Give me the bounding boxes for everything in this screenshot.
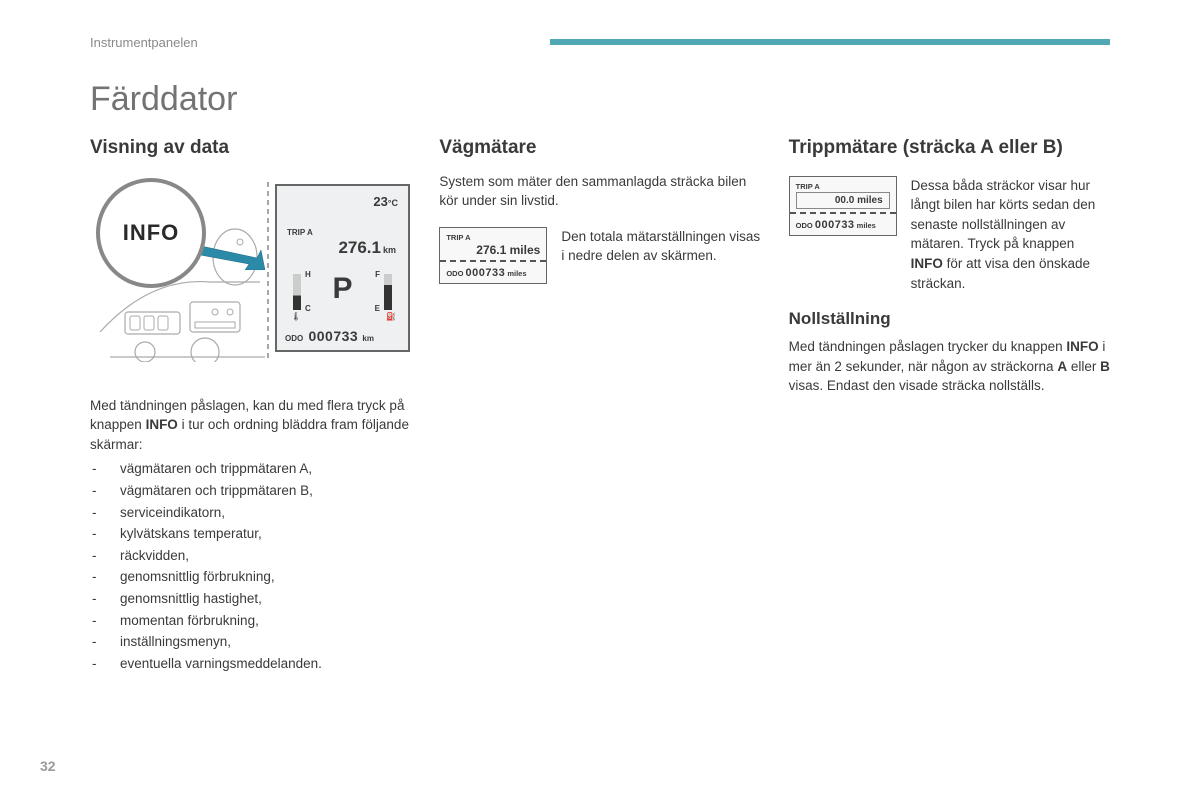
col2-intro: System som mäter den sammanlagda sträcka… [439,172,760,211]
reset-heading: Nollställning [789,309,1110,329]
section-label: Instrumentpanelen [90,35,198,50]
info-button-illustration: INFO [90,172,275,372]
gear-indicator: P [332,272,352,306]
list-item: genomsnittlig förbrukning, [90,566,411,588]
temp-gauge-icon [293,274,301,310]
odo-value: 000733 [308,328,358,344]
list-item: eventuella varningsmeddelanden. [90,653,411,675]
page-title: Färddator [90,80,1110,119]
col2-side-text: Den totala mätarställningen visas i nedr… [561,227,760,266]
list-item: inställningsmenyn, [90,631,411,653]
list-item: vägmätaren och trippmätaren A, [90,458,411,480]
fuel-gauge-icon [384,274,392,310]
odometer-mini-display: TRIP A 276.1 miles ODO 000733 miles [439,227,547,284]
list-item: kylvätskans temperatur, [90,523,411,545]
mini-trip-label: TRIP A [446,233,540,242]
temp-value: 23 [373,194,387,209]
content-columns: Visning av data [90,137,1110,674]
page-number: 32 [40,758,56,774]
col3-side-text: Dessa båda sträckor visar hur långt bile… [911,176,1110,293]
list-item: vägmätaren och trippmätaren B, [90,480,411,502]
col2-heading: Vägmätare [439,137,760,160]
list-item: serviceindikatorn, [90,502,411,524]
col1-paragraph: Med tändningen påslagen, kan du med fler… [90,396,411,455]
col1-list: vägmätaren och trippmätaren A,vägmätaren… [90,458,411,674]
accent-bar [550,39,1110,45]
instrument-display: 23°C TRIP A 276.1km H C F E 🌡 ⛽ P ODO 00… [275,184,410,352]
mini-trip-value: 276.1 miles [446,243,540,257]
temp-unit: °C [388,198,398,208]
reset-paragraph: Med tändningen påslagen trycker du knapp… [789,337,1110,396]
column-trippmatare: Trippmätare (sträcka A eller B) TRIP A 0… [789,137,1110,674]
odo-unit: km [362,334,374,343]
mini-trip-label: TRIP A [796,182,890,191]
list-item: räckvidden, [90,545,411,567]
pointer-arrow-icon [195,244,265,270]
page-header: Instrumentpanelen [90,32,1110,52]
mini-trip-value-box: 00.0 miles [796,192,890,209]
info-badge: INFO [96,178,206,288]
list-item: genomsnittlig hastighet, [90,588,411,610]
col1-heading: Visning av data [90,137,411,160]
trip-label: TRIP A [287,228,313,237]
trip-value: 276.1 [338,238,381,257]
list-item: momentan förbrukning, [90,610,411,632]
odo-label: ODO [285,334,303,343]
col3-heading: Trippmätare (sträcka A eller B) [789,137,1110,160]
figure-info-display: INFO 23°C TRIP A 276.1km H C F E 🌡 ⛽ [90,172,411,372]
trip-unit: km [383,245,396,255]
column-visning: Visning av data [90,137,411,674]
tripmeter-mini-display: TRIP A 00.0 miles ODO 000733 miles [789,176,897,236]
divider [790,212,896,214]
column-vagmatare: Vägmätare System som mäter den sammanlag… [439,137,760,674]
divider [440,260,546,262]
